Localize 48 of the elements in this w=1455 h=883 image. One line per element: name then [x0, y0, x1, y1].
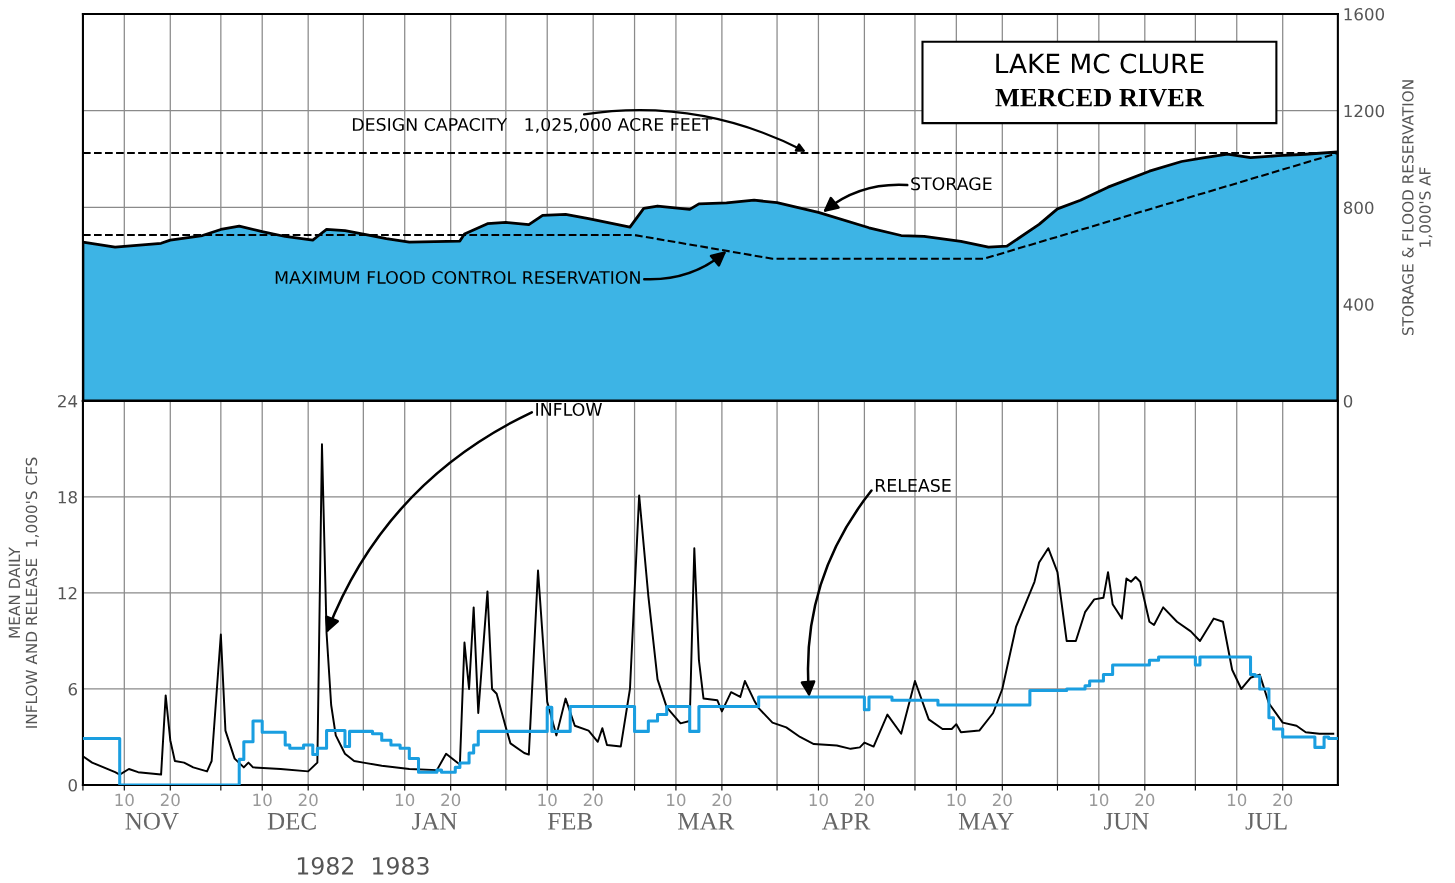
x-tick-label: 20 [160, 793, 180, 807]
x-tick-label: 10 [1227, 793, 1247, 807]
x-tick-label: 20 [298, 793, 318, 807]
text: JAN [412, 812, 457, 830]
x-tick-label: 10 [947, 793, 966, 807]
y-tick-label: 24 [58, 394, 78, 408]
y-tick-label: 800 [1343, 201, 1374, 215]
x-tick-label: 20 [992, 793, 1012, 807]
y-tick-label: 0 [1343, 394, 1353, 408]
y-tick-label: 18 [58, 490, 77, 504]
annotation: MAXIMUM FLOOD CONTROL RESERVATION [275, 270, 640, 285]
x-tick-label: 10 [667, 793, 686, 807]
text: MAR [678, 812, 735, 830]
x-tick-label: 10 [1090, 793, 1109, 807]
text: JUN [1104, 813, 1149, 830]
y-tick-label: 1600 [1344, 7, 1385, 21]
y-axis-title: MEAN DAILY INFLOW AND RELEASE 1,000'S CFS [8, 457, 39, 728]
y-tick-label: 400 [1343, 298, 1374, 311]
y-tick-label: 6 [68, 682, 78, 696]
x-tick-label: 20 [1273, 793, 1293, 807]
text: FEB [547, 813, 592, 830]
ref-line-label: DESIGN CAPACITY 1,025,000 ACRE FEET [352, 117, 713, 133]
y-tick-label: 1200 [1344, 104, 1385, 118]
x-tick-label: 20 [855, 793, 874, 807]
annotation: RELEASE [875, 478, 951, 493]
x-tick-label: 10 [538, 793, 557, 807]
x-tick-label: 10 [809, 793, 828, 807]
x-tick-label: 20 [1135, 793, 1155, 807]
text: MAY [958, 812, 1014, 830]
text: NOV [125, 812, 179, 830]
x-tick-label: 20 [712, 793, 732, 807]
text: MERCED RIVER [995, 88, 1205, 107]
x-tick-label: 20 [441, 793, 461, 807]
text: 1983 [373, 856, 429, 875]
annotation: INFLOW [536, 402, 602, 417]
annotation: STORAGE [911, 177, 992, 191]
y-tick-label: 12 [58, 586, 77, 600]
text: APR [821, 812, 871, 830]
text: 1982 [297, 856, 354, 875]
y-axis-title: STORAGE & FLOOD RESERVATION 1,000'S AF [1402, 80, 1433, 336]
x-tick-label: 10 [115, 793, 134, 807]
x-tick-label: 20 [583, 793, 603, 807]
text: LAKE MC CLURE [996, 53, 1204, 74]
x-tick-label: 10 [253, 793, 272, 807]
x-tick-label: 10 [395, 793, 415, 807]
text: JUL [1245, 813, 1287, 830]
y-tick-label: 0 [68, 778, 77, 792]
text: DEC [267, 812, 316, 830]
